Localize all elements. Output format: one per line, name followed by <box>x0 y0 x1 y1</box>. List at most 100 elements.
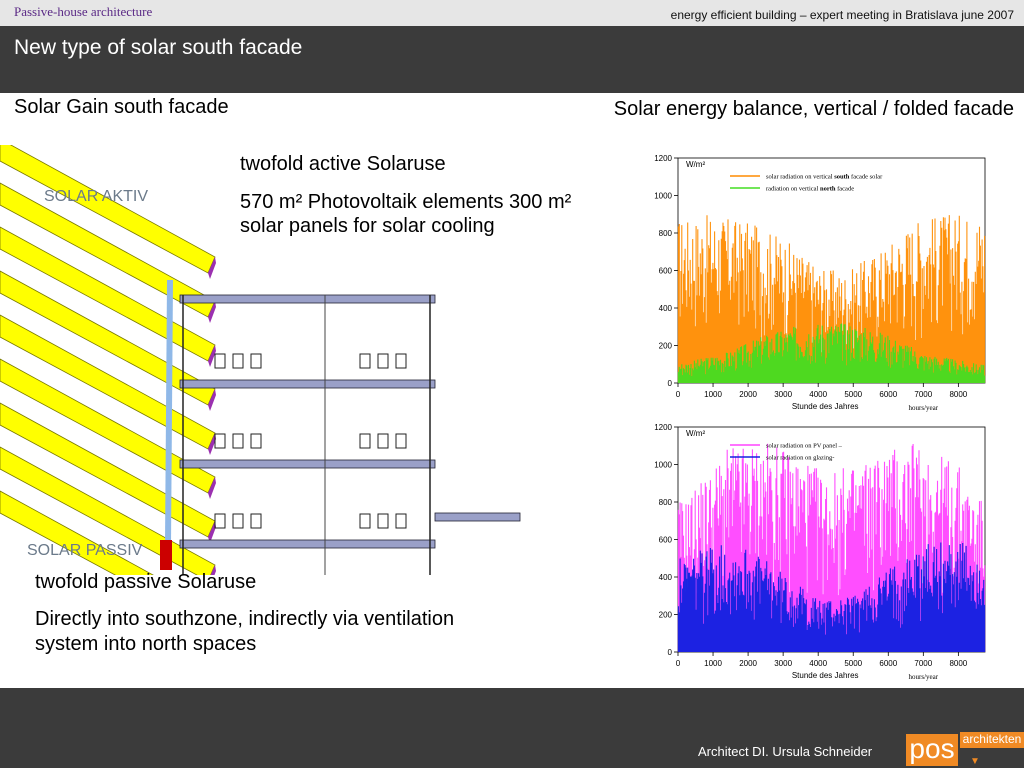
x-tick-label: 2000 <box>739 659 757 668</box>
y-tick-label: 0 <box>668 648 673 657</box>
x-tick-label: 7000 <box>914 390 932 399</box>
y-tick-label: 1000 <box>654 461 672 470</box>
x-tick-label: 1000 <box>704 390 722 399</box>
footer-bar <box>0 688 1024 768</box>
x-tick-label: 6000 <box>879 390 897 399</box>
pos-architekten-logo: pos architekten ▼ <box>906 730 1024 768</box>
x-axis-label-secondary: hours/year <box>909 404 939 412</box>
passive-line-1: twofold passive Solaruse <box>35 571 257 593</box>
y-tick-label: 800 <box>659 229 673 238</box>
x-tick-label: 0 <box>676 390 681 399</box>
y-tick-label: 400 <box>659 573 673 582</box>
office-chair-icon <box>232 513 244 529</box>
y-tick-label: 0 <box>668 379 673 388</box>
legend-entry: radiation on vertical north facade <box>766 186 854 193</box>
x-tick-label: 3000 <box>774 390 792 399</box>
logo-pos: pos <box>906 734 958 766</box>
y-tick-label: 200 <box>659 342 673 351</box>
office-chair-icon <box>214 513 226 529</box>
x-tick-label: 0 <box>676 659 681 668</box>
series-line <box>677 215 986 383</box>
south-north-radiation-chart: 0 200 400 600 800 1000 1200 0 1000 2000 3000 4000 50… <box>654 154 986 412</box>
floor-slab <box>434 512 521 522</box>
x-axis-label: Stunde des Jahres <box>792 402 859 411</box>
fin-edge <box>208 433 216 455</box>
x-tick-label: 8000 <box>949 390 967 399</box>
legend-entry: solar radiation on glazing- <box>766 455 834 462</box>
top-bar <box>0 0 1024 26</box>
logo-architekten: architekten <box>960 732 1024 748</box>
y-tick-label: 600 <box>659 536 673 545</box>
office-chair-icon <box>232 353 244 369</box>
office-chair-icon <box>377 433 389 449</box>
y-tick-label: 1200 <box>654 423 672 432</box>
left-heading: Solar Gain south facade <box>14 96 229 118</box>
fin-edge <box>208 257 216 279</box>
solar-passiv-label: SOLAR PASSIV <box>27 542 143 559</box>
title-bar <box>0 26 1024 93</box>
office-chair-icon <box>395 353 407 369</box>
series-line <box>677 323 986 383</box>
legend-entry: solar radiation on PV panel – <box>766 443 843 450</box>
office-chair-icon <box>377 513 389 529</box>
office-chair-icon <box>359 433 371 449</box>
office-chair-icon <box>359 353 371 369</box>
active-line-1: twofold active Solaruse <box>240 153 446 175</box>
floor-slab <box>179 539 436 549</box>
series-line <box>677 542 986 652</box>
y-tick-label: 200 <box>659 611 673 620</box>
office-chair-icon <box>250 353 262 369</box>
office-chair-icon <box>395 433 407 449</box>
floor-slab <box>179 459 436 469</box>
solar-fin <box>0 490 154 575</box>
x-tick-label: 2000 <box>739 390 757 399</box>
office-chair-icon <box>250 433 262 449</box>
x-tick-label: 7000 <box>914 659 932 668</box>
office-chair-icon <box>250 513 262 529</box>
passive-solar-text: twofold passive Solaruse Directly into s… <box>35 570 475 669</box>
office-chair-icon <box>377 353 389 369</box>
solar-aktiv-label: SOLAR AKTIV <box>44 188 149 205</box>
fin-edge <box>208 301 216 323</box>
x-axis-label-secondary: hours/year <box>909 673 939 681</box>
right-heading: Solar energy balance, vertical / folded … <box>613 98 1014 120</box>
x-tick-label: 3000 <box>774 659 792 668</box>
y-tick-label: 1200 <box>654 154 672 163</box>
x-tick-label: 1000 <box>704 659 722 668</box>
x-tick-label: 4000 <box>809 390 827 399</box>
fin-edge <box>208 521 216 543</box>
floor-slab <box>179 294 436 304</box>
architect-credit: Architect DI. Ursula Schneider <box>698 744 873 759</box>
y-tick-label: 600 <box>659 267 673 276</box>
pv-glazing-radiation-chart: 0 200 400 600 800 1000 1200 0 1000 2000 3000 4000 50… <box>654 423 986 681</box>
x-tick-label: 8000 <box>949 659 967 668</box>
meeting-caption: energy efficient building – expert meeti… <box>670 8 1014 22</box>
logo-arrow-icon: ▼ <box>970 756 980 767</box>
fin-edge <box>208 477 216 499</box>
x-tick-label: 4000 <box>809 659 827 668</box>
red-marker <box>160 540 172 570</box>
fin-edge <box>210 565 216 575</box>
y-axis-label: W/m² <box>686 160 705 169</box>
fin-edge <box>208 389 216 411</box>
office-chair-icon <box>214 433 226 449</box>
active-solar-text: twofold active Solaruse 570 m² Photovolt… <box>240 152 580 252</box>
x-tick-label: 6000 <box>879 659 897 668</box>
glazing-strip <box>165 279 173 546</box>
office-chair-icon <box>359 513 371 529</box>
floor-slab <box>179 379 436 389</box>
x-axis-label: Stunde des Jahres <box>792 671 859 680</box>
y-axis-label: W/m² <box>686 429 705 438</box>
y-tick-label: 800 <box>659 498 673 507</box>
x-tick-label: 5000 <box>844 659 862 668</box>
fin-edge <box>208 345 216 367</box>
passive-line-2: Directly into southzone, indirectly via … <box>35 608 455 655</box>
y-tick-label: 400 <box>659 304 673 313</box>
x-tick-label: 5000 <box>844 390 862 399</box>
office-chair-icon <box>395 513 407 529</box>
slide-title: New type of solar south facade <box>14 36 303 59</box>
y-tick-label: 1000 <box>654 192 672 201</box>
active-line-2: 570 m² Photovoltaik elements 300 m² sola… <box>240 191 572 237</box>
brand-title: Passive-house architecture <box>14 4 153 19</box>
office-chair-icon <box>232 433 244 449</box>
